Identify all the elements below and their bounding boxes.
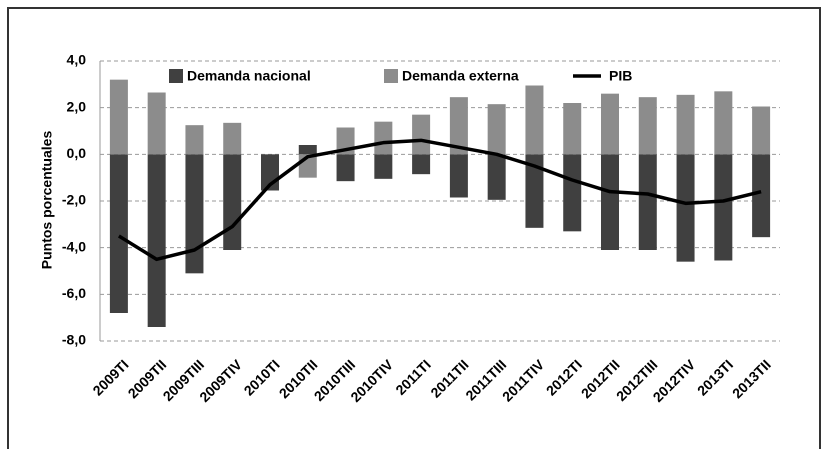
y-tick-label: 2,0	[67, 98, 87, 114]
legend-label: PIB	[609, 68, 632, 84]
bar	[223, 122, 242, 155]
bar	[601, 154, 619, 250]
bar	[109, 79, 128, 155]
y-tick-label: 4,0	[67, 52, 87, 68]
bar	[298, 145, 317, 155]
frame	[7, 7, 821, 449]
bar	[525, 154, 544, 228]
bar	[449, 154, 468, 198]
bar	[185, 125, 204, 155]
bar	[374, 154, 393, 179]
legend-label: Demanda externa	[402, 68, 519, 84]
x-tick-label: 2013TII	[729, 356, 774, 401]
line	[117, 138, 762, 262]
bar	[601, 93, 619, 155]
x-tick-label: 2013TI	[694, 356, 736, 398]
bar	[638, 154, 657, 250]
bar	[563, 103, 582, 155]
legend-label: Demanda nacional	[187, 68, 311, 84]
bar	[525, 85, 544, 155]
x-tick-label: 2009TI	[89, 356, 131, 398]
bar	[487, 154, 506, 200]
bar	[752, 154, 771, 238]
bar	[487, 104, 506, 155]
bar	[449, 97, 468, 155]
legend-swatch	[169, 69, 183, 83]
bar	[714, 154, 733, 261]
bar	[412, 154, 431, 175]
bar	[638, 97, 657, 155]
legend-swatch	[384, 69, 398, 83]
bar	[185, 154, 204, 274]
bar	[374, 121, 393, 155]
x-tick-label: 2009TIV	[196, 356, 245, 405]
bar	[676, 94, 695, 155]
bar	[147, 154, 166, 327]
bar	[223, 154, 242, 250]
y-axis-label: Puntos porcentuales	[39, 131, 55, 270]
x-tick-label: 2011TI	[392, 356, 434, 398]
y-tick-label: -4,0	[62, 238, 86, 254]
y-tick-label: -8,0	[62, 332, 86, 348]
bar	[676, 154, 695, 262]
bar	[109, 154, 128, 313]
y-tick-label: -2,0	[62, 192, 86, 208]
bar	[714, 91, 733, 155]
x-tick-label: 2012TIV	[650, 356, 699, 405]
bar	[412, 114, 431, 155]
bar	[752, 106, 771, 155]
y-tick-label: -6,0	[62, 285, 86, 301]
y-tick-label: 0,0	[67, 145, 87, 161]
bar	[336, 154, 355, 182]
x-tick-label: 2010TIV	[347, 356, 396, 405]
x-tick-label: 2010TI	[241, 356, 283, 398]
bar	[563, 154, 582, 232]
x-tick-label: 2011TIV	[499, 356, 548, 405]
bar	[147, 92, 166, 155]
x-tick-label: 2012TI	[543, 356, 585, 398]
